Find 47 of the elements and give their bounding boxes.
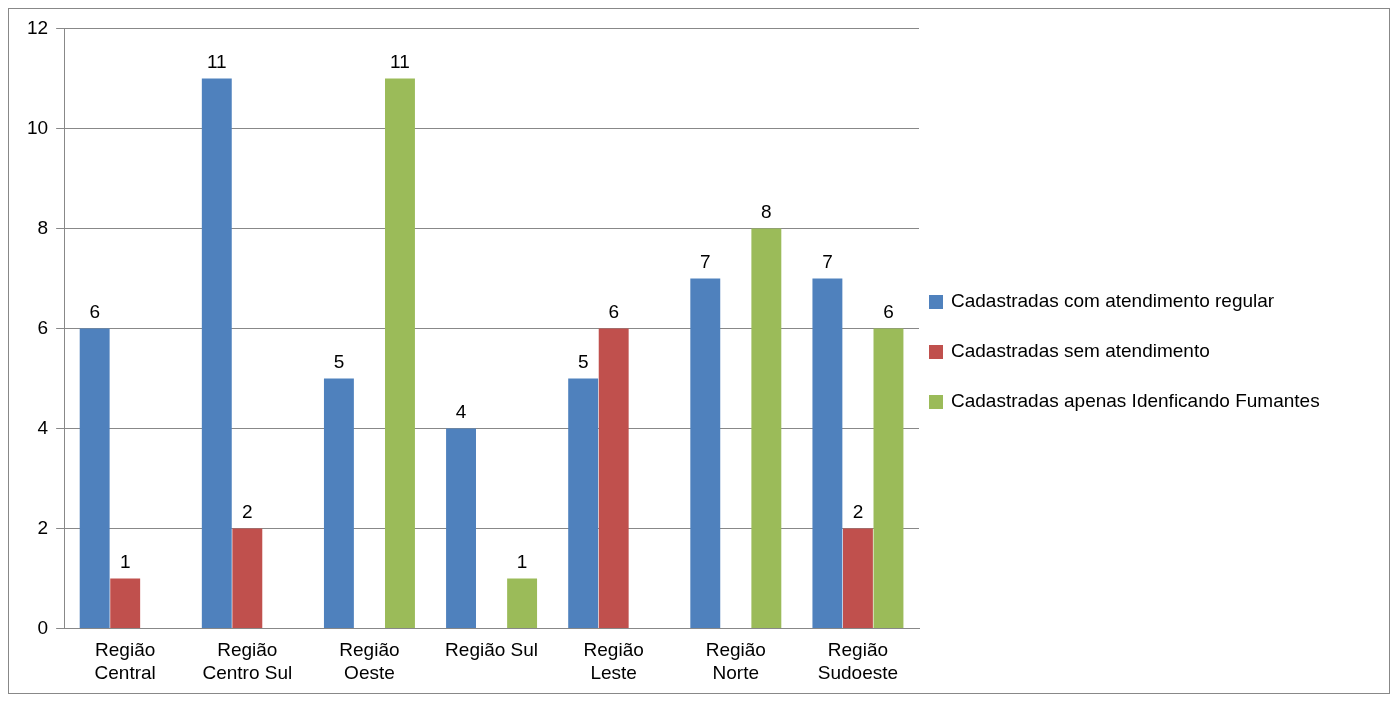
bar — [812, 278, 843, 628]
bar — [79, 328, 110, 628]
bar — [507, 578, 538, 628]
bar — [232, 528, 263, 628]
y-tick-label: 6 — [37, 316, 49, 338]
y-tick-label: 8 — [37, 216, 49, 238]
bar — [598, 328, 629, 628]
bar — [110, 578, 141, 628]
data-label: 11 — [390, 51, 410, 73]
y-tick-label: 0 — [37, 616, 49, 638]
data-label: 6 — [89, 301, 100, 323]
x-tick-label: Região Sul — [445, 639, 539, 661]
data-label: 11 — [206, 51, 227, 73]
x-tick-label: Região Oeste — [339, 639, 400, 683]
data-label: 5 — [577, 351, 589, 373]
data-label: 8 — [761, 201, 772, 223]
data-label: 6 — [883, 301, 894, 323]
bar — [873, 328, 904, 628]
data-label: 4 — [455, 401, 467, 423]
data-label: 6 — [608, 301, 619, 323]
bar — [201, 78, 232, 628]
data-label: 1 — [119, 551, 131, 573]
data-label: 2 — [852, 501, 864, 523]
x-tick-label: Região Centro Sul — [202, 639, 293, 683]
bar — [446, 428, 476, 628]
data-label: 1 — [516, 551, 528, 573]
y-tick-label: 2 — [37, 516, 49, 538]
data-label: 7 — [699, 251, 711, 273]
y-tick-label: 12 — [26, 16, 49, 38]
y-tick-label: 4 — [37, 416, 49, 438]
x-tick-label: Região Sudoeste — [817, 639, 899, 683]
bar — [323, 378, 354, 628]
x-tick-label: Região Central — [94, 639, 156, 683]
data-label: 2 — [242, 501, 253, 523]
bar — [751, 228, 782, 628]
bar — [842, 528, 873, 628]
bar — [690, 278, 721, 628]
legend-label: Cadastradas apenas Idenficando Fumantes — [951, 390, 1320, 412]
data-label: 7 — [822, 251, 833, 273]
y-tick-label: 10 — [26, 116, 49, 138]
x-tick-label: Região Leste — [583, 639, 644, 683]
bar — [385, 78, 415, 628]
x-tick-label: Região Norte — [705, 639, 766, 683]
data-label: 5 — [333, 351, 345, 373]
legend-label: Cadastradas com atendimento regular — [951, 290, 1275, 312]
legend-label: Cadastradas sem atendimento — [951, 340, 1210, 362]
bar — [568, 378, 599, 628]
